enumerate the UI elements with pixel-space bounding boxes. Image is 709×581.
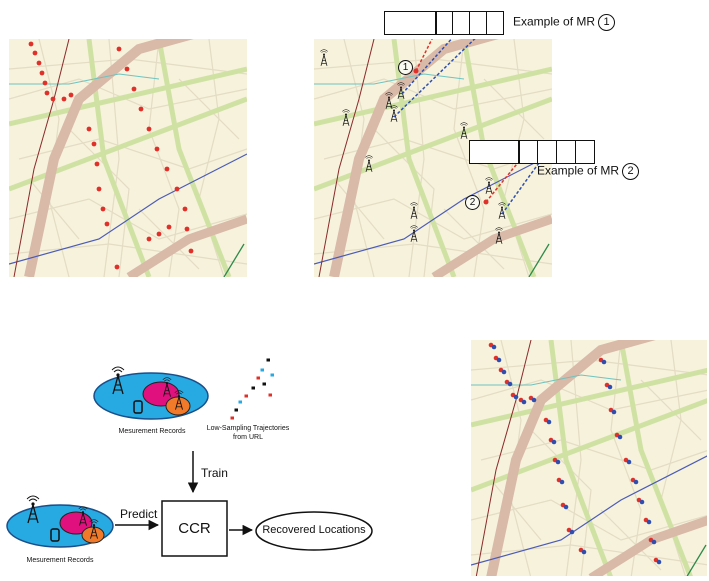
mr-example-label-2: Example of MR 2	[537, 163, 640, 180]
phone-icon	[50, 528, 60, 542]
map-raw-trajectory	[9, 39, 247, 277]
mr-caption-top: Mesurement Records	[118, 428, 186, 435]
mr-ellipse-top	[93, 366, 209, 420]
mr-example-box-2	[469, 140, 595, 164]
mr-label-text-1: Example of MR	[513, 14, 596, 29]
trajectory-caption-line1: Low-Sampling Trajectories	[206, 425, 290, 432]
point-label-1: 1	[398, 60, 413, 75]
mr-example-label-1: Example of MR 1	[513, 14, 616, 31]
train-label: Train	[201, 466, 228, 480]
map-recovered-locations	[471, 340, 707, 576]
trajectory-caption-line2: from URL	[233, 434, 263, 441]
pipeline-diagram	[6, 358, 373, 557]
mr-example-box-1	[384, 11, 504, 35]
mr-label-text-2: Example of MR	[537, 163, 620, 178]
mr-ellipse-bottom	[6, 495, 114, 548]
ccr-label: CCR	[178, 520, 211, 537]
map-2-graphic	[314, 39, 552, 277]
recovered-locations-ellipse	[255, 511, 373, 551]
ccr-box	[161, 500, 228, 557]
mr-caption-bottom: Mesurement Records	[26, 557, 94, 564]
low-sampling-trajectory-points	[230, 358, 274, 420]
map-1-graphic	[9, 39, 247, 277]
point-label-2: 2	[465, 195, 480, 210]
mr-number-2: 2	[622, 163, 640, 180]
recovered-locations-label: Recovered Locations	[262, 524, 366, 536]
mr-number-1: 1	[598, 14, 616, 31]
phone-icon	[133, 400, 143, 414]
predict-label: Predict	[120, 507, 158, 521]
map-3-graphic	[471, 340, 707, 576]
